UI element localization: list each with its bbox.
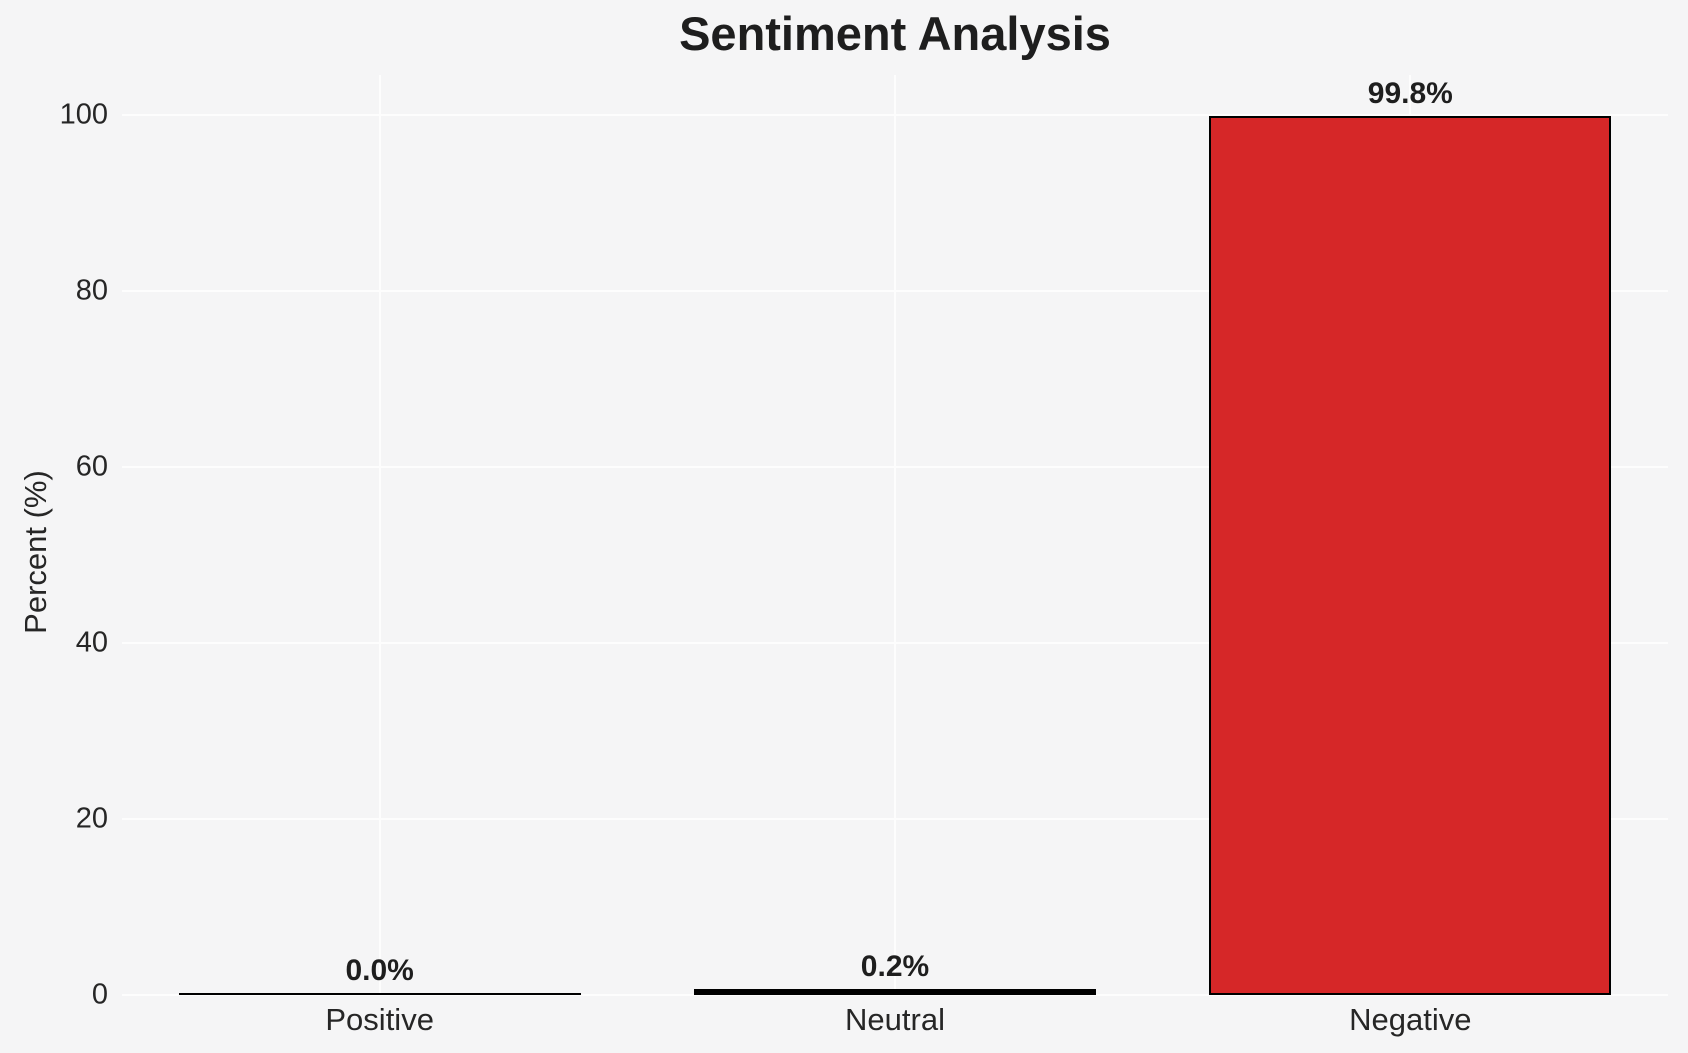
bar-value-label: 99.8% <box>1367 77 1453 111</box>
vertical-gridline <box>378 75 381 995</box>
y-tick-label: 20 <box>75 802 108 835</box>
y-tick-label: 60 <box>75 450 108 483</box>
x-tick-label-negative: Negative <box>1349 1002 1472 1037</box>
y-tick-label: 0 <box>91 978 108 1011</box>
vertical-gridline <box>894 75 896 995</box>
x-tick-label-positive: Positive <box>325 1002 434 1037</box>
bar-value-label: 0.2% <box>860 950 930 983</box>
bar-value-label: 0.0% <box>345 953 414 987</box>
y-axis-label: Percent (%) <box>18 470 53 634</box>
horizontal-gridline <box>122 994 1668 996</box>
bar-neutral <box>694 989 1096 995</box>
y-tick-label: 100 <box>59 98 108 131</box>
x-tick-label-neutral: Neutral <box>845 1002 945 1037</box>
y-tick-label: 80 <box>75 274 108 307</box>
chart-title: Sentiment Analysis <box>679 7 1111 60</box>
y-tick-label: 40 <box>75 626 108 659</box>
bar-positive <box>178 992 581 995</box>
bar-negative <box>1209 116 1612 995</box>
plot-area: 0 20 40 60 80 100 0.0% Positive 0.2% Neutral 99.8%… <box>60 75 1668 1037</box>
